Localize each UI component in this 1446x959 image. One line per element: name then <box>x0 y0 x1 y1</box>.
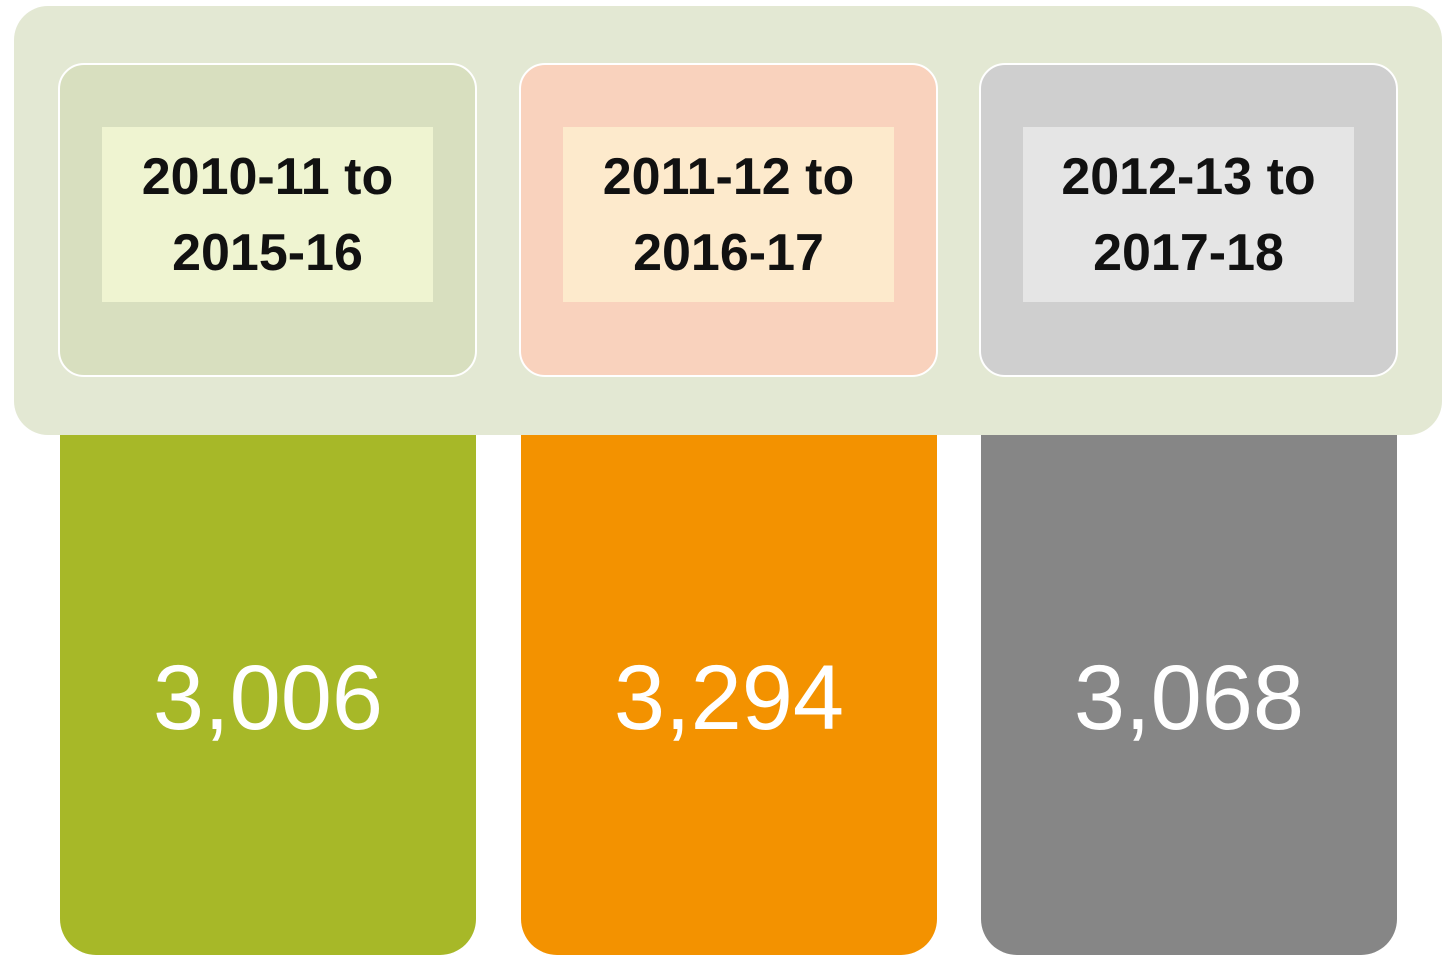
period-label: 2015-16 <box>172 223 363 282</box>
period-label: 2012-13 to <box>1061 147 1316 206</box>
value-text: 3,006 <box>152 646 384 749</box>
value-card: 3,294 <box>521 435 937 955</box>
value-text: 3,068 <box>1073 646 1305 749</box>
period-label: 2010-11 to <box>141 147 394 206</box>
period-label: 2016-17 <box>633 223 824 282</box>
period-label-box: 2011-12 to 2016-17 <box>563 127 894 302</box>
value-card: 3,006 <box>60 435 476 955</box>
period-label: 2017-18 <box>1093 223 1284 282</box>
period-label-box: 2012-13 to 2017-18 <box>1023 127 1354 302</box>
value-text: 3,294 <box>613 646 845 749</box>
period-label: 2011-12 to <box>602 147 855 206</box>
period-label-box: 2010-11 to 2015-16 <box>102 127 433 302</box>
value-card: 3,068 <box>981 435 1397 955</box>
